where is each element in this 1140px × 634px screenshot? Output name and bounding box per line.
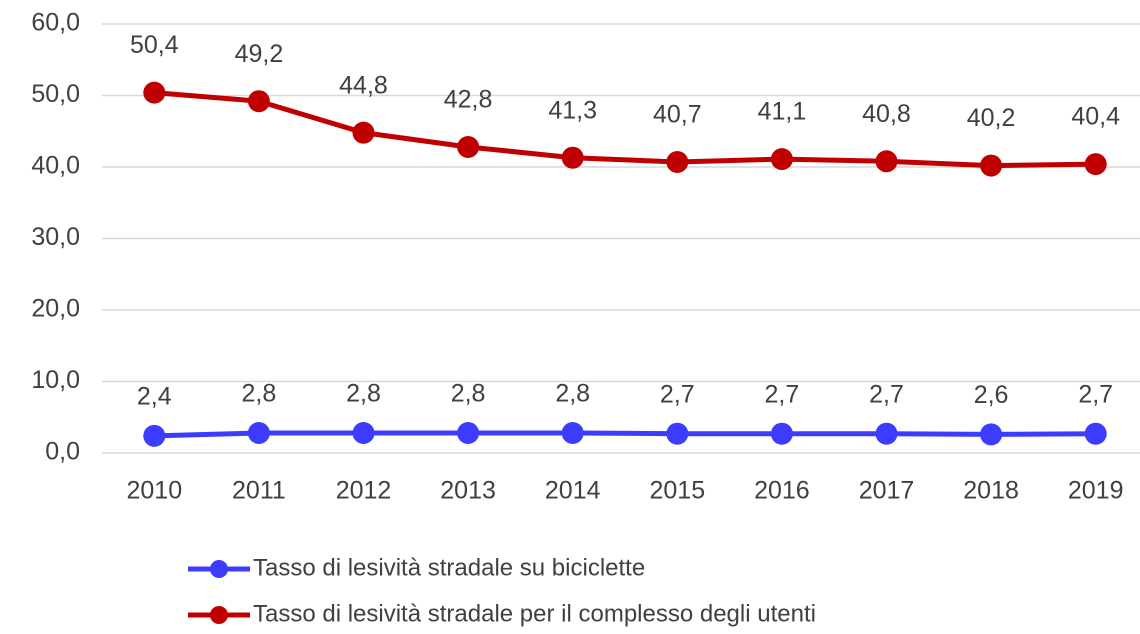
data-label: 2,8 [346, 380, 381, 408]
point [352, 121, 375, 144]
y-tick-label: 40,0 [31, 152, 80, 180]
y-tick-label: 20,0 [31, 295, 80, 323]
point [143, 81, 166, 104]
data-label: 2,7 [660, 380, 695, 408]
data-label: 2,8 [555, 380, 590, 408]
x-tick-label: 2012 [336, 477, 392, 505]
y-tick-label: 10,0 [31, 366, 80, 394]
y-tick-label: 50,0 [31, 80, 80, 108]
data-label: 2,8 [451, 380, 486, 408]
point [1084, 153, 1107, 176]
point [247, 90, 270, 113]
legend-label: Tasso di lesività stradale su biciclette [253, 554, 645, 581]
data-label: 2,8 [242, 380, 277, 408]
point [770, 148, 793, 171]
legend-marker [210, 560, 228, 578]
data-label: 2,7 [765, 380, 800, 408]
x-tick-label: 2013 [440, 477, 496, 505]
point [666, 150, 689, 173]
y-tick-label: 0,0 [45, 438, 80, 466]
point [247, 421, 270, 444]
data-label: 40,8 [862, 100, 911, 128]
y-tick-label: 30,0 [31, 223, 80, 251]
point [352, 421, 375, 444]
point [980, 154, 1003, 177]
data-label: 2,7 [1078, 380, 1113, 408]
x-tick-label: 2015 [649, 477, 705, 505]
y-tick-label: 60,0 [31, 9, 80, 37]
series-line [154, 90, 1096, 169]
data-label: 42,8 [444, 86, 493, 114]
data-label: 40,7 [653, 101, 702, 129]
x-tick-label: 2016 [754, 477, 810, 505]
point [457, 421, 480, 444]
point [561, 146, 584, 169]
data-label: 44,8 [339, 71, 388, 99]
point [457, 135, 480, 158]
data-label: 2,7 [869, 380, 904, 408]
legend-label: Tasso di lesività stradale per il comple… [253, 600, 816, 627]
x-tick-label: 2014 [545, 477, 601, 505]
x-tick-label: 2011 [232, 477, 286, 505]
point [875, 422, 898, 445]
series-line [154, 430, 1096, 439]
point [1084, 422, 1107, 445]
point [143, 424, 166, 447]
data-label: 40,2 [967, 104, 1016, 132]
point [875, 150, 898, 173]
legend-marker [210, 606, 228, 624]
x-tick-label: 2017 [859, 477, 915, 505]
point [666, 422, 689, 445]
data-label: 49,2 [235, 40, 284, 68]
x-tick-label: 2018 [963, 477, 1019, 505]
point [561, 421, 584, 444]
x-tick-label: 2019 [1068, 477, 1124, 505]
data-label: 2,4 [137, 382, 172, 410]
data-label: 40,4 [1071, 103, 1120, 131]
x-tick-label: 2010 [126, 477, 182, 505]
data-label: 41,1 [758, 98, 807, 126]
data-label: 2,6 [974, 381, 1009, 409]
data-label: 50,4 [130, 31, 179, 59]
data-label: 41,3 [548, 96, 597, 124]
point [980, 423, 1003, 446]
point [770, 422, 793, 445]
